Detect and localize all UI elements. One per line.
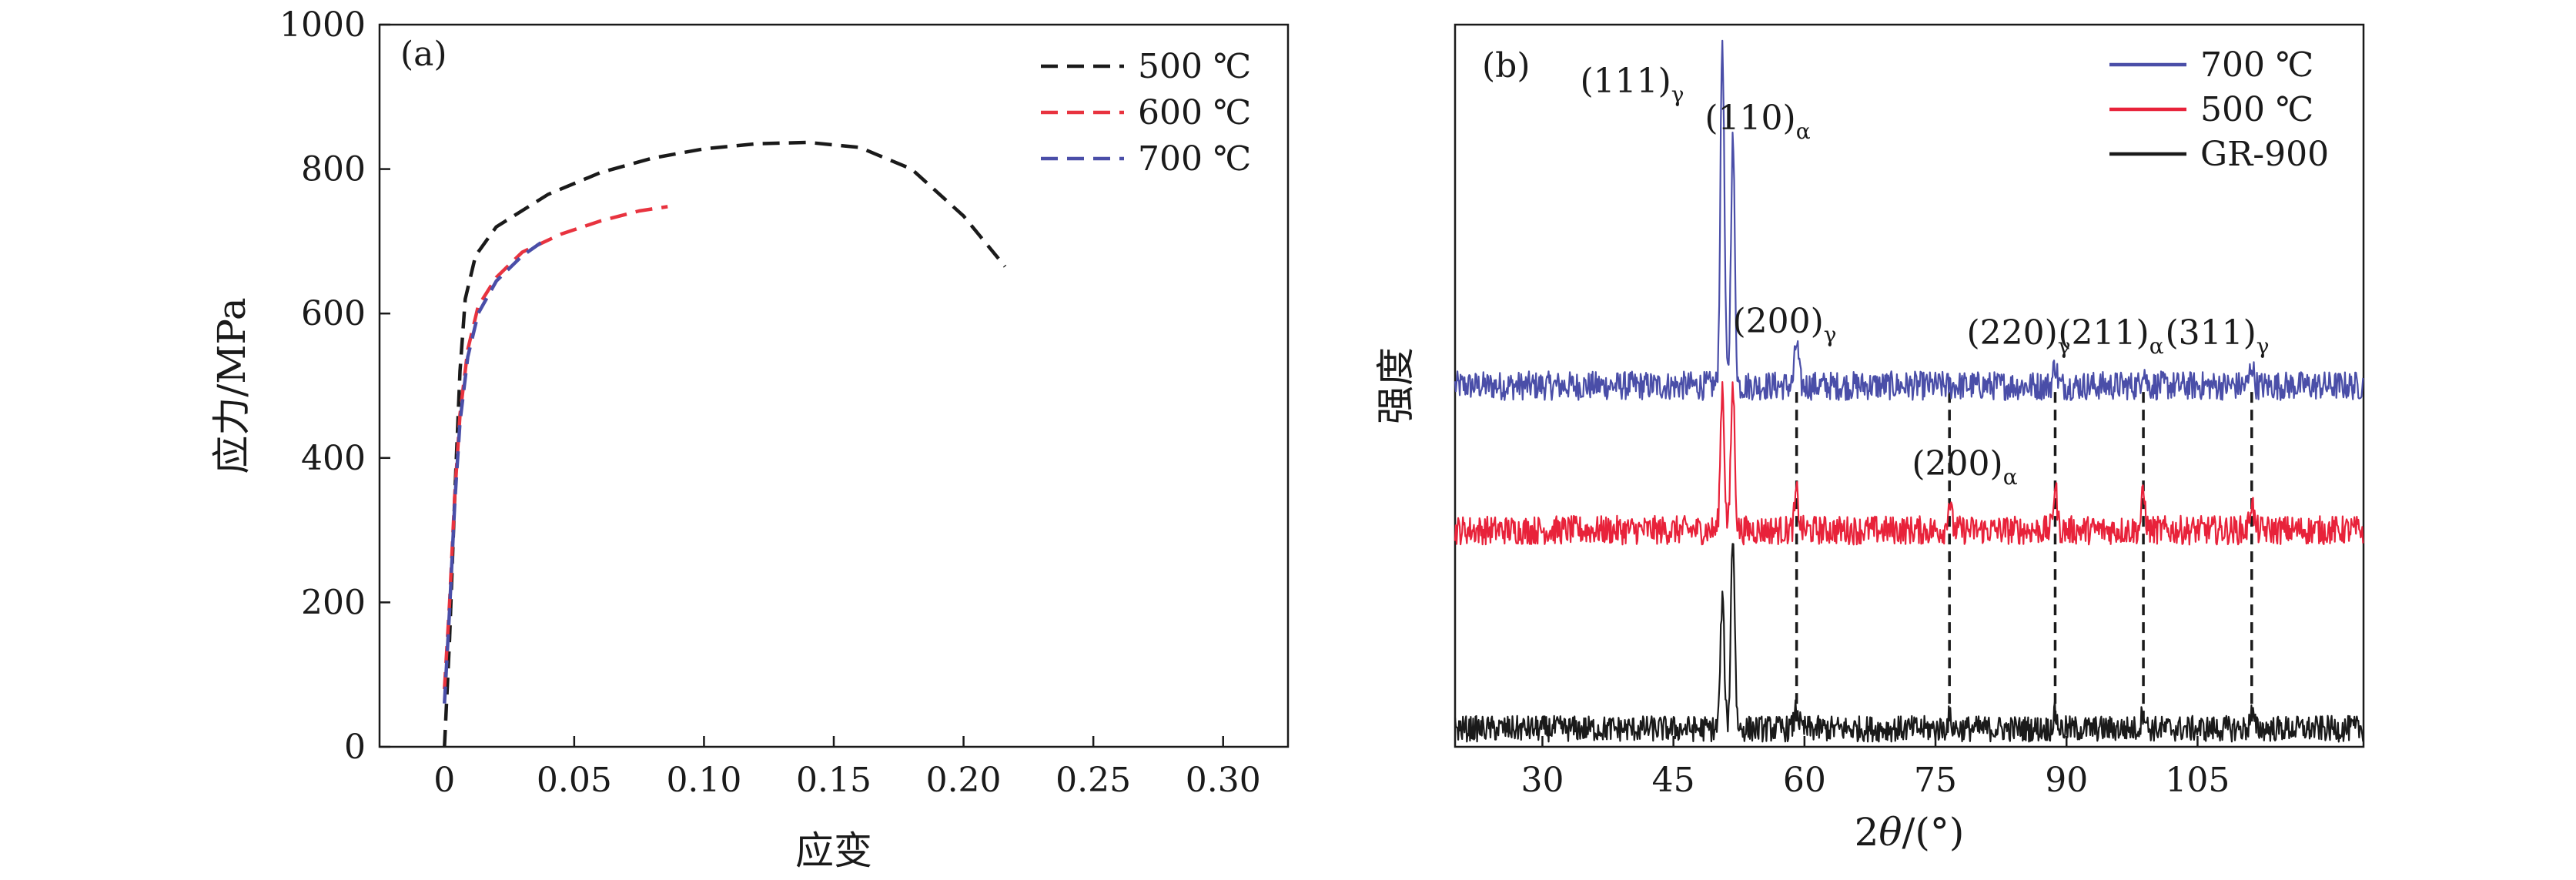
stress-strain-chart: (a) 0 0.05 0.10 0.15 0.20 0.25 0.30 0 200 400 600 8…: [209, 5, 1290, 873]
series-line-b: [1454, 543, 2364, 743]
x-tick-label-a: 0.20: [926, 761, 1002, 800]
peak-label-b: (211)α: [2058, 313, 2163, 359]
x-tick-label-a: 0.10: [666, 761, 741, 800]
x-tick-label-b: 75: [1914, 761, 1957, 800]
x-tick-label-b: 30: [1521, 761, 1564, 800]
legend-a: 500 ℃ 600 ℃ 700 ℃: [1041, 47, 1251, 179]
x-axis-label-b: 2θ/(°): [1855, 810, 1965, 855]
series-line-b: [1454, 381, 2364, 546]
legend-label-a: 600 ℃: [1138, 93, 1251, 132]
plot-frame-a: [378, 23, 1290, 748]
peak-labels-b: (111)γ (110)α (200)γ (200)α (220)γ(211)α (311…: [1580, 62, 2269, 490]
axis-ticks-b: 30 45 60 75 90 105: [1521, 736, 2230, 800]
x-tick-label-a: 0.25: [1055, 761, 1131, 800]
y-tick-label-a: 0: [344, 728, 366, 767]
x-tick-label-a: 0.05: [537, 761, 612, 800]
peak-label-b: (110)α: [1705, 99, 1810, 144]
y-tick-label-a: 1000: [279, 5, 366, 45]
series-group-a: [443, 140, 1007, 748]
x-tick-label-a: 0: [433, 761, 455, 800]
legend-b: 700 ℃ 500 ℃ GR-900: [2109, 45, 2329, 174]
xrd-chart: (b) 30 45 60 75 90 105 (111)γ (110)α (200)γ (200…: [1373, 23, 2365, 855]
y-axis-label-b: 强度: [1373, 347, 1418, 424]
y-tick-label-a: 800: [301, 150, 366, 189]
peak-label-b: (200)α: [1912, 444, 2017, 490]
legend-label-b: GR-900: [2200, 135, 2329, 174]
series-line-a: [443, 140, 1007, 748]
x-tick-label-a: 0.30: [1186, 761, 1261, 800]
x-tick-label-b: 60: [1783, 761, 1826, 800]
panel-label-a: (a): [400, 35, 447, 74]
peak-label-b: (220)γ: [1966, 313, 2070, 359]
series-line-b: [1454, 39, 2364, 401]
peak-label-b: (311)γ: [2165, 313, 2269, 359]
legend-label-b: 500 ℃: [2200, 90, 2313, 129]
legend-label-b: 700 ℃: [2200, 45, 2313, 85]
axis-ticks-a: 0 0.05 0.10 0.15 0.20 0.25 0.30 0 200 400 600 800 10…: [279, 5, 1261, 800]
x-axis-label-a: 应变: [795, 828, 872, 873]
x-tick-label-a: 0.15: [796, 761, 871, 800]
legend-label-a: 700 ℃: [1138, 139, 1251, 179]
legend-label-a: 500 ℃: [1138, 47, 1251, 86]
reference-lines-b: [1795, 386, 2253, 722]
y-tick-label-a: 600: [301, 294, 366, 333]
peak-label-b: (200)γ: [1732, 302, 1836, 347]
y-tick-label-a: 200: [301, 583, 366, 622]
series-line-a: [443, 205, 668, 690]
x-tick-label-b: 90: [2045, 761, 2088, 800]
panel-label-b: (b): [1482, 46, 1531, 85]
y-axis-label-a: 应力/MPa: [209, 297, 254, 473]
x-tick-label-b: 105: [2165, 761, 2230, 800]
series-line-a: [443, 236, 550, 704]
x-tick-label-b: 45: [1652, 761, 1695, 800]
peak-label-b: (111)γ: [1580, 62, 1684, 107]
series-group-b: [1454, 39, 2364, 743]
y-tick-label-a: 400: [301, 439, 366, 478]
